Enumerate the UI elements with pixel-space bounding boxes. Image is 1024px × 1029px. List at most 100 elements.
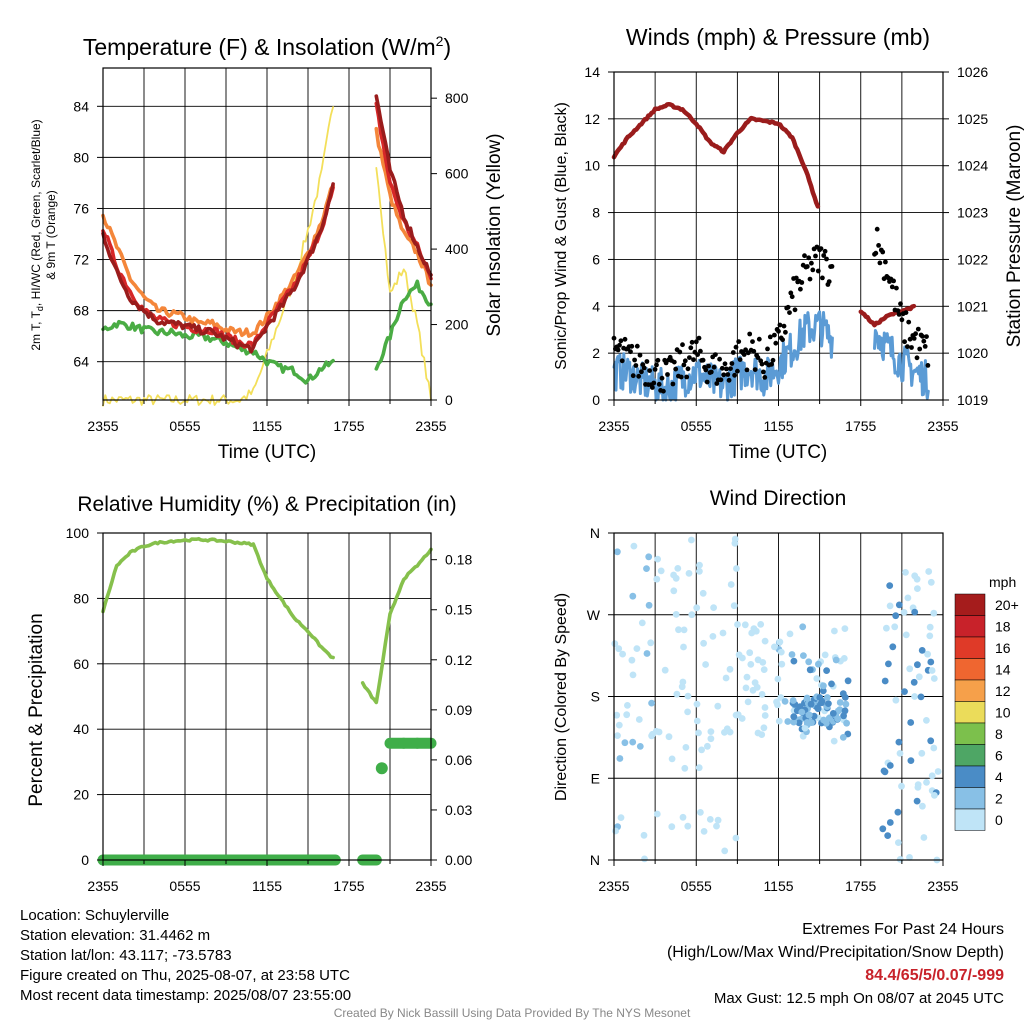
direction-point [635, 716, 643, 723]
direction-point [688, 536, 695, 544]
gust-point [787, 310, 792, 315]
temperature-line [101, 182, 335, 354]
gust-point [688, 345, 694, 351]
direction-point [615, 645, 623, 653]
direction-point [633, 645, 641, 652]
gust-point [815, 268, 821, 274]
direction-point [928, 772, 936, 780]
direction-point [713, 822, 720, 830]
direction-point [697, 809, 704, 816]
direction-point [836, 699, 844, 706]
gust-point [924, 334, 929, 339]
direction-point [684, 692, 692, 700]
direction-point [680, 626, 688, 634]
y-tick-label-right: 1020 [957, 345, 988, 361]
direction-point [904, 594, 912, 602]
direction-point [654, 555, 661, 563]
direction-point [898, 782, 905, 790]
gust-point [678, 374, 684, 380]
legend-label: 20+ [995, 597, 1019, 613]
legend-swatch [954, 679, 986, 702]
gust-point [721, 372, 727, 378]
direction-point [926, 632, 934, 640]
direction-point [753, 683, 761, 691]
wind-xlabel: Time (UTC) [729, 442, 828, 463]
direction-point [900, 609, 908, 616]
direction-point [641, 855, 648, 863]
direction-point [819, 687, 827, 695]
gust-point [728, 366, 733, 371]
x-tick-label: 2355 [598, 878, 629, 894]
y-tick-label-left: 4 [592, 298, 600, 314]
direction-point [679, 813, 687, 821]
direction-point [761, 704, 769, 711]
direction-point [665, 733, 673, 741]
direction-point [700, 639, 707, 647]
y-tick-label-right: 200 [445, 317, 469, 333]
direction-point [614, 732, 621, 739]
direction-point [778, 660, 786, 668]
gust-point [765, 346, 770, 352]
direction-point [771, 643, 778, 651]
station-info: Location: Schuylerville Station elevatio… [20, 906, 351, 1006]
direction-point [914, 661, 921, 669]
temp-ylabel-right: Solar Insolation (Yellow) [484, 133, 505, 336]
direction-point [722, 674, 730, 682]
gust-point [777, 322, 783, 328]
direction-point [907, 757, 915, 764]
direction-point [777, 694, 785, 701]
temperature-panel: Temperature (F) & Insolation (W/m2) 2355… [29, 33, 505, 463]
gust-point [772, 332, 777, 338]
direction-point [621, 739, 629, 747]
gust-point [798, 286, 803, 292]
gust-point [920, 333, 925, 339]
credit: Created By Nick Bassill Using Data Provi… [333, 1006, 691, 1020]
gust-point [780, 337, 785, 343]
direction-point [895, 601, 903, 609]
legend-swatch [954, 808, 986, 831]
gust-point [781, 323, 787, 329]
legend-label: 10 [995, 704, 1011, 720]
gust-point [821, 253, 827, 258]
direction-point [895, 839, 902, 846]
direction-point [914, 585, 921, 592]
gust-point [719, 365, 725, 371]
temp-ylabel-left-2: & 9m T (Orange) [44, 190, 58, 280]
direction-point [832, 656, 840, 664]
gust-point [729, 361, 735, 366]
direction-point [657, 567, 665, 575]
legend-label: 16 [995, 640, 1011, 656]
gust-point [891, 278, 896, 284]
insolation-line [375, 167, 432, 401]
direction-point [781, 698, 789, 705]
y-tick-label-left: 6 [592, 251, 600, 267]
direction-point [706, 816, 714, 823]
gust-point [907, 336, 913, 342]
gust-point [829, 264, 835, 269]
direction-point [789, 697, 797, 704]
direction-point [925, 568, 933, 575]
direction-point [841, 707, 849, 715]
temp-ylabel-left: 2m T, Td, HI/WC (Red, Green, Scarlet/Blu… [29, 119, 45, 350]
gust-point [799, 280, 805, 285]
y-tick-label-left: 10 [584, 158, 600, 174]
direction-point [685, 570, 693, 577]
direction-point [892, 696, 900, 704]
direction-point [721, 847, 729, 855]
gust-point [725, 372, 731, 377]
direction-point [630, 542, 638, 550]
gust-point [615, 347, 621, 353]
legend-label: 2 [995, 790, 1003, 806]
info-location: Location: Schuylerville [20, 907, 170, 924]
y-tick-label-right: 400 [445, 241, 469, 257]
gust-point [650, 385, 655, 390]
direction-point [930, 609, 938, 617]
direction-point [670, 571, 677, 579]
direction-point [732, 711, 740, 719]
direction-point [698, 746, 705, 754]
gust-point [691, 357, 696, 363]
y-tick-label-left: 80 [73, 590, 89, 606]
y-tick-label-left: 60 [73, 656, 89, 672]
gust-point [807, 276, 813, 282]
